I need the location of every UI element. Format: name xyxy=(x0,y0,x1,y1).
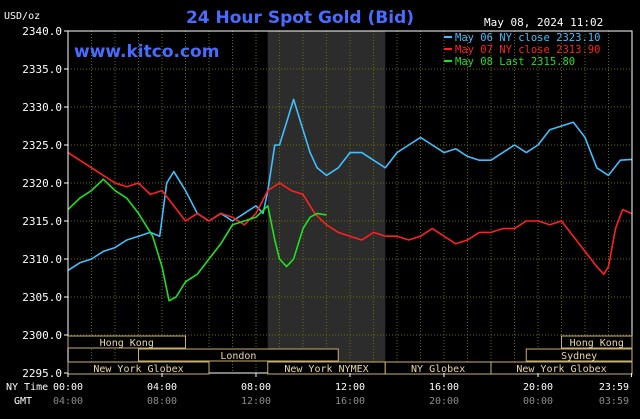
session-bar-hong-kong xyxy=(67,335,186,349)
x-tick-label-ny: 12:00 xyxy=(335,382,365,393)
x-tick-label-gmt: 20:00 xyxy=(429,396,459,407)
y-axis-ticks: 2340.0 2335.0 2330.0 2325.0 2320.0 2315.0 2310… xyxy=(22,25,68,380)
x-tick-label-ny: 04:00 xyxy=(147,382,177,393)
session-label: NY Globex xyxy=(411,364,465,375)
market-sessions: Hong Kong Hong Kong London Sydney New York G… xyxy=(67,335,633,375)
x-tick-label-gmt: 00:00 xyxy=(523,396,553,407)
session-bar-sydney xyxy=(525,348,633,362)
session-bar-london xyxy=(138,348,339,362)
x-tick-label-gmt: 16:00 xyxy=(335,396,365,407)
session-bar-hong-kong xyxy=(561,335,633,349)
session-label: Hong Kong xyxy=(100,338,154,349)
legend-entry: May 06 NY close 2323.10 xyxy=(455,32,600,44)
session-label: New York Globex xyxy=(516,364,606,375)
session-label: New York Globex xyxy=(93,364,183,375)
x-tick-label-ny: 00:00 xyxy=(53,382,83,393)
x-tick-label-ny: 20:00 xyxy=(523,382,553,393)
session-bar-new-york-globex xyxy=(67,361,210,375)
session-label: Hong Kong xyxy=(570,338,624,349)
session-label: London xyxy=(220,351,256,362)
x-tick-label-gmt: 04:00 xyxy=(53,396,83,407)
chart-title: 24 Hour Spot Gold (Bid) xyxy=(186,8,414,28)
series-line-may-06 xyxy=(67,98,632,272)
x-tick-label-ny: 08:00 xyxy=(241,382,271,393)
series-layer xyxy=(67,98,632,302)
y-tick-label: 2340.0 xyxy=(22,25,62,38)
y-tick-label: 2320.0 xyxy=(22,177,62,190)
x-tick-label-gmt: 08:00 xyxy=(147,396,177,407)
y-tick-label: 2315.0 xyxy=(22,215,62,228)
y-unit-label: USD/oz xyxy=(4,11,40,22)
y-tick-label: 2330.0 xyxy=(22,101,62,114)
x-tick-label-gmt: 12:00 xyxy=(241,396,271,407)
x-tick-label-ny: 23:59 xyxy=(599,382,629,393)
y-tick-label: 2325.0 xyxy=(22,139,62,152)
y-tick-label: 2335.0 xyxy=(22,63,62,76)
x-tick-label-gmt: 03:59 xyxy=(599,396,629,407)
x-axis-ticks: 00:00 04:00 04:00 08:00 08:00 12:00 12:00 16:00… xyxy=(53,373,633,407)
gmt-label: GMT xyxy=(14,396,32,407)
y-tick-label: 2310.0 xyxy=(22,253,62,266)
series-line-may-07 xyxy=(67,151,632,276)
watermark: www.kitco.com xyxy=(74,42,219,62)
legend-entry: May 08 Last 2315.80 xyxy=(455,56,575,68)
legend-entry: May 07 NY close 2313.90 xyxy=(455,44,600,56)
session-label: Sydney xyxy=(561,351,597,362)
y-tick-label: 2305.0 xyxy=(22,291,62,304)
series-line-may-08 xyxy=(67,178,327,302)
session-label: New York NYMEX xyxy=(284,364,368,375)
y-tick-label: 2295.0 xyxy=(22,367,62,380)
session-bar-new-york-globex xyxy=(490,361,633,375)
y-tick-label: 2300.0 xyxy=(22,329,62,342)
x-tick-label-ny: 16:00 xyxy=(429,382,459,393)
timestamp: May 08, 2024 11:02 xyxy=(484,16,603,29)
ny-time-label: NY Time xyxy=(6,382,48,393)
